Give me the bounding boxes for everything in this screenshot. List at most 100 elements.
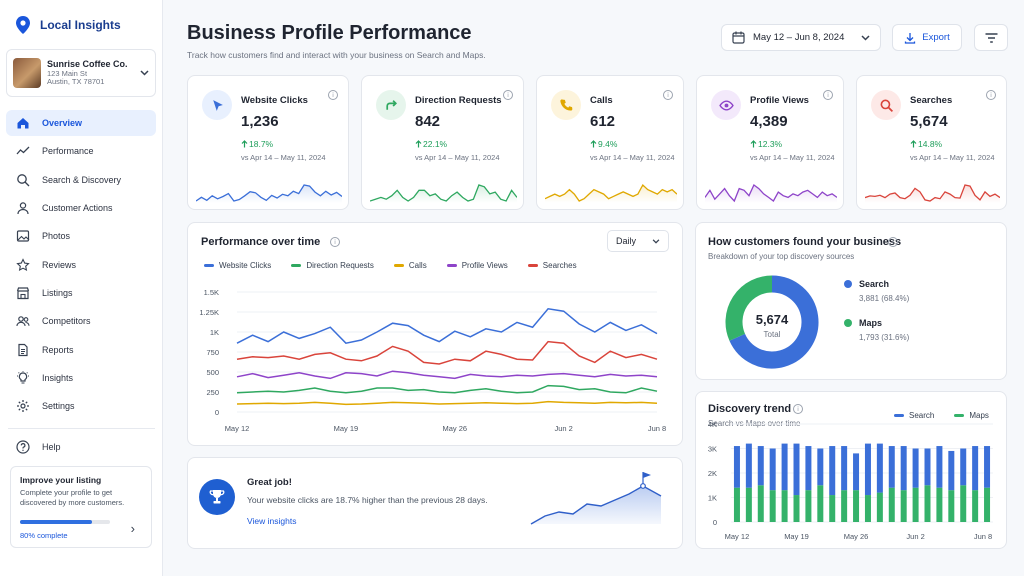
info-icon[interactable]: i (823, 90, 833, 100)
sidebar-item-overview[interactable]: Overview (6, 110, 156, 137)
bar-search[interactable] (769, 448, 776, 491)
sidebar-item-photos[interactable]: Photos (6, 223, 156, 249)
bar-search[interactable] (936, 446, 943, 488)
bar-maps[interactable] (936, 487, 943, 522)
sidebar-item-competitors[interactable]: Competitors (6, 308, 156, 334)
legend-item[interactable]: Maps (954, 411, 989, 420)
improve-listing-card[interactable]: Improve your listing Complete your profi… (10, 466, 152, 548)
chevron-right-icon[interactable]: › (130, 521, 135, 536)
bar-search[interactable] (793, 443, 800, 496)
sidebar-item-reports[interactable]: Reports (6, 336, 156, 362)
bar-search[interactable] (829, 446, 836, 496)
bar-search[interactable] (876, 443, 883, 493)
bar-maps[interactable] (757, 485, 764, 522)
info-icon[interactable]: i (330, 237, 340, 247)
app-logo[interactable]: Local Insights (16, 16, 121, 34)
trophy-icon (199, 479, 235, 515)
legend-item[interactable]: Searches (527, 261, 577, 270)
bar-search[interactable] (888, 446, 895, 488)
bar-maps[interactable] (912, 487, 919, 522)
legend-item[interactable]: Search (894, 411, 934, 420)
period-select[interactable]: Daily (607, 230, 669, 252)
bar-search[interactable] (948, 450, 955, 491)
bar-maps[interactable] (864, 495, 871, 522)
bar-maps[interactable] (960, 485, 967, 522)
bar-search[interactable] (745, 443, 752, 488)
bar-maps[interactable] (984, 487, 991, 522)
growth-area (531, 486, 661, 524)
sidebar-item-settings[interactable]: Settings (6, 393, 156, 419)
legend-item[interactable]: Profile Views (446, 261, 508, 270)
info-icon[interactable]: i (663, 90, 673, 100)
bar-maps[interactable] (817, 485, 824, 522)
series-line-profile-views[interactable] (236, 370, 658, 380)
sidebar-item-performance[interactable]: Performance (6, 138, 156, 164)
bar-maps[interactable] (805, 490, 812, 522)
date-range-picker[interactable]: May 12 – Jun 8, 2024 (721, 24, 881, 51)
sidebar-item-insights[interactable]: Insights (6, 365, 156, 391)
series-line-website-clicks[interactable] (236, 307, 658, 345)
legend-label: Calls (408, 261, 427, 270)
bar-maps[interactable] (876, 492, 883, 522)
chevron-down-icon (861, 34, 870, 41)
bar-maps[interactable] (900, 490, 907, 522)
info-icon[interactable]: i (888, 237, 898, 247)
sidebar-item-reviews[interactable]: Reviews (6, 251, 156, 277)
location-pin-icon (16, 16, 30, 34)
bar-maps[interactable] (948, 490, 955, 522)
bar-maps[interactable] (733, 487, 740, 522)
info-icon[interactable]: i (503, 90, 513, 100)
bar-maps[interactable] (769, 490, 776, 522)
info-icon[interactable]: i (793, 404, 803, 414)
bar-maps[interactable] (924, 485, 931, 522)
legend-item[interactable]: Website Clicks (204, 261, 271, 270)
bar-search[interactable] (972, 446, 979, 491)
bar-maps[interactable] (793, 495, 800, 522)
bar-search[interactable] (984, 446, 991, 488)
series-line-direction-requests[interactable] (236, 384, 658, 394)
bar-maps[interactable] (781, 490, 788, 522)
bar-maps[interactable] (972, 490, 979, 522)
legend-item[interactable]: Calls (393, 261, 427, 270)
view-insights-link[interactable]: View insights (247, 516, 297, 526)
sidebar-item-search-discovery[interactable]: Search & Discovery (6, 167, 156, 193)
bar-search[interactable] (841, 446, 848, 491)
bar-search[interactable] (960, 448, 967, 486)
bar-search[interactable] (900, 446, 907, 491)
info-icon[interactable]: i (328, 90, 338, 100)
bar-search[interactable] (864, 443, 871, 496)
metric-card-website-clicks[interactable]: Website Clicks i 1,236 18.7% vs Apr 14 –… (187, 75, 349, 210)
bar-search[interactable] (912, 448, 919, 488)
donut-slice-search[interactable] (729, 275, 819, 369)
x-tick-label: May 19 (784, 532, 809, 541)
series-line-calls[interactable] (236, 400, 658, 406)
bar-maps[interactable] (829, 495, 836, 522)
bar-maps[interactable] (841, 490, 848, 522)
series-line-searches[interactable] (236, 340, 658, 365)
bar-search[interactable] (733, 446, 740, 488)
bar-search[interactable] (924, 448, 931, 486)
filter-button[interactable] (974, 24, 1008, 51)
help-link[interactable]: Help (16, 440, 61, 454)
bar-search[interactable] (805, 446, 812, 491)
bar-maps[interactable] (745, 487, 752, 522)
bar-search[interactable] (757, 446, 764, 486)
info-icon[interactable]: i (986, 90, 996, 100)
donut-slice-maps[interactable] (725, 275, 773, 341)
metric-card-profile-views[interactable]: Profile Views i 4,389 12.3% vs Apr 14 – … (696, 75, 844, 210)
metric-card-calls[interactable]: Calls i 612 9.4% vs Apr 14 – May 11, 202… (536, 75, 684, 210)
legend-item[interactable]: Direction Requests (291, 261, 374, 270)
bar-search[interactable] (853, 453, 860, 491)
export-button[interactable]: Export (892, 24, 962, 51)
bar-search[interactable] (781, 443, 788, 491)
sidebar-item-listings[interactable]: Listings (6, 280, 156, 306)
bar-maps[interactable] (888, 487, 895, 522)
bar-maps[interactable] (853, 490, 860, 522)
business-selector[interactable]: Sunrise Coffee Co. 123 Main St Austin, T… (6, 49, 156, 97)
bar-search[interactable] (817, 448, 824, 486)
sidebar-item-customer-actions[interactable]: Customer Actions (6, 195, 156, 221)
metric-card-direction-requests[interactable]: Direction Requests i 842 22.1% vs Apr 14… (361, 75, 524, 210)
profile-progress-bar (20, 520, 110, 524)
metric-card-searches[interactable]: Searches i 5,674 14.8% vs Apr 14 – May 1… (856, 75, 1007, 210)
x-tick-label: Jun 8 (974, 532, 992, 541)
